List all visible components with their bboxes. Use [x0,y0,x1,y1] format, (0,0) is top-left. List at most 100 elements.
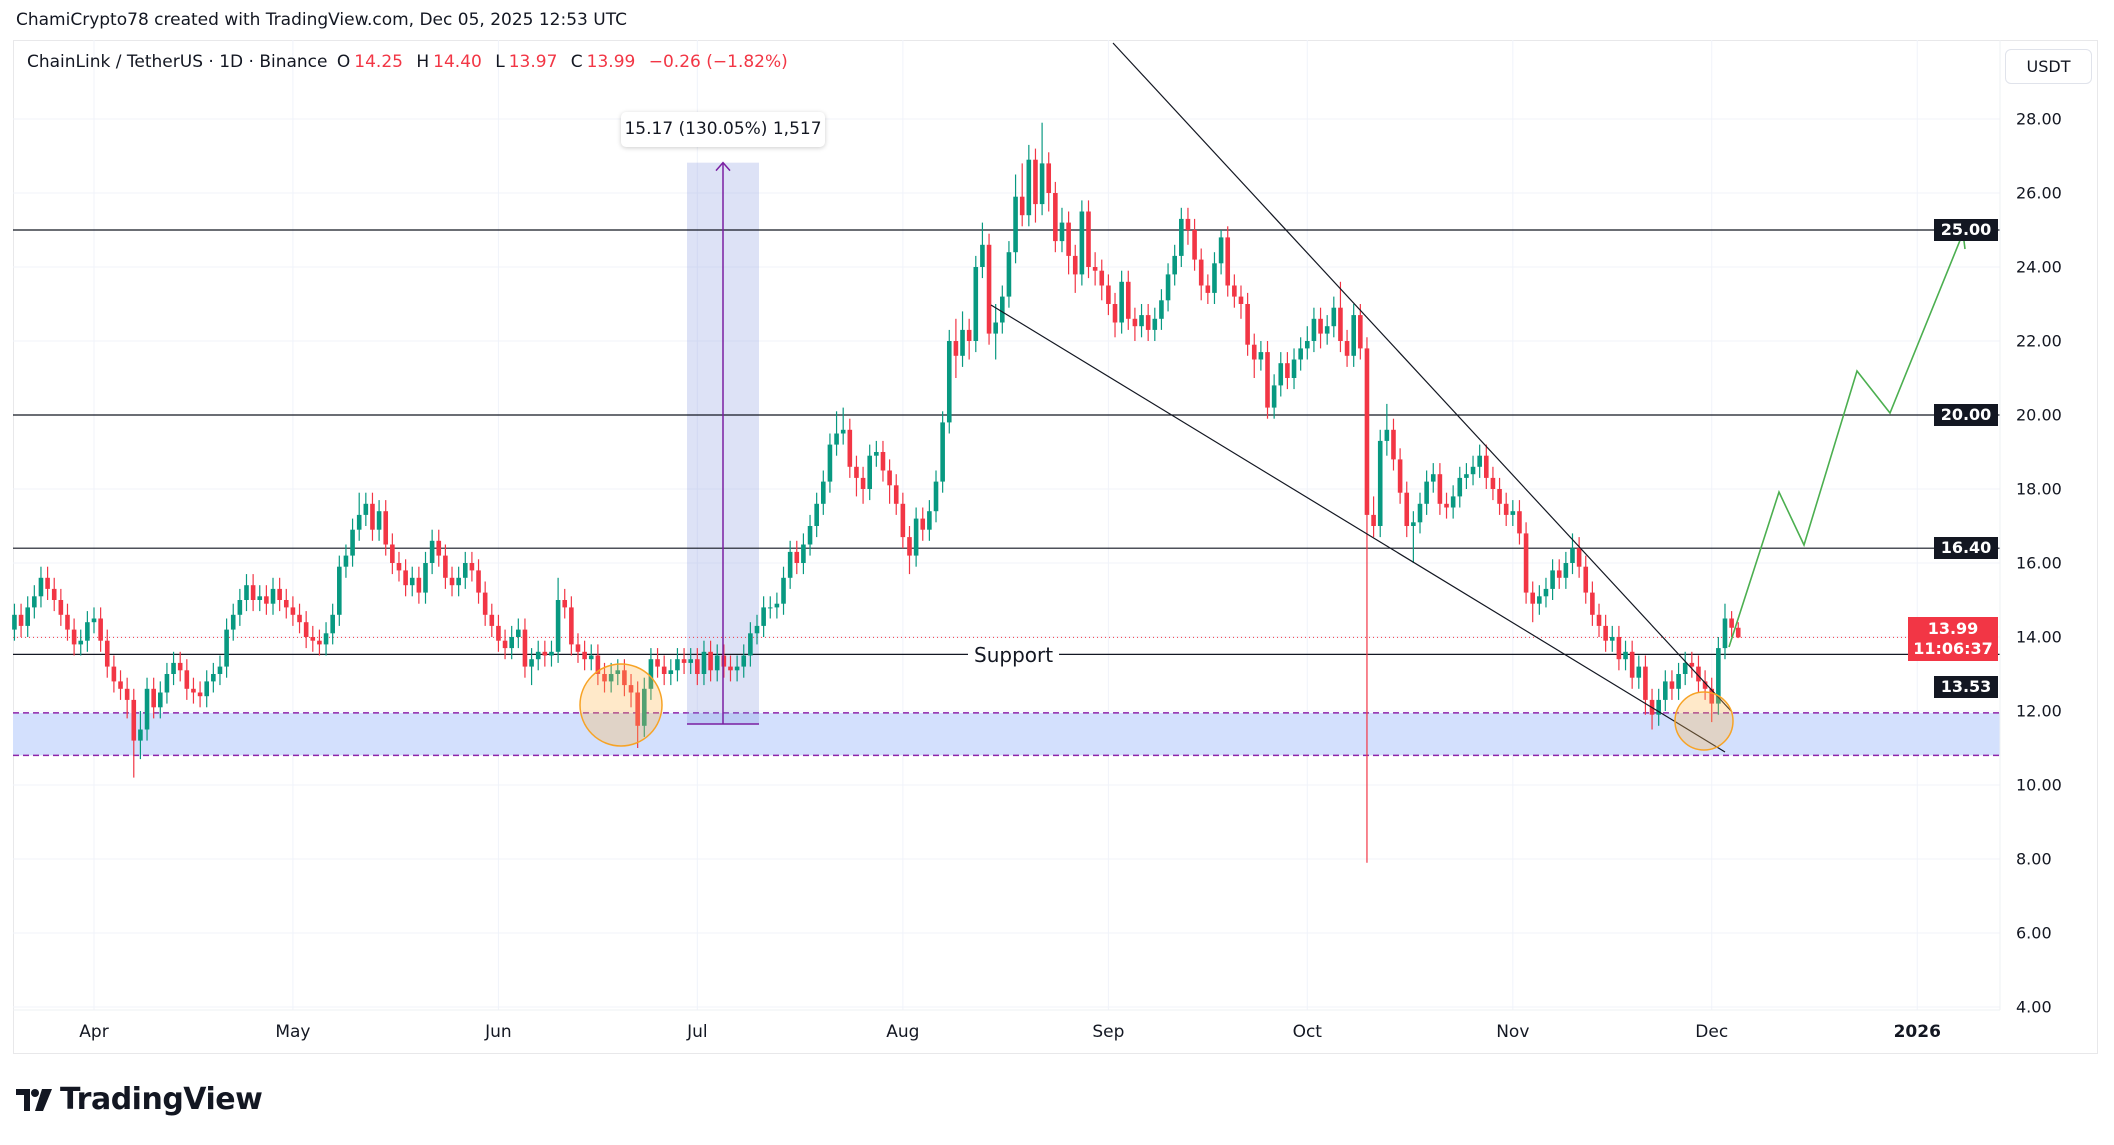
candle-body [1417,503,1423,523]
trendline-lower [990,304,1726,753]
price-tick: 16.00 [2016,553,2062,573]
candle-body [1464,474,1469,478]
candle [423,551,428,604]
candle-body [184,670,190,689]
highlight-circle-december [1674,691,1734,751]
candle-body [1543,588,1549,597]
candle-body [913,518,919,556]
candle-body [847,429,853,467]
candle [834,411,839,456]
candle-body [933,481,939,512]
candle [1470,455,1476,486]
candle [781,566,786,615]
candle-body [1232,285,1237,297]
candle [582,640,587,671]
candle [874,440,879,467]
candle [1298,337,1303,371]
candle [1112,292,1118,338]
candle [283,588,289,619]
candle-body [1165,274,1171,301]
candle-body [1689,662,1695,667]
price-tick: 14.00 [2016,627,2062,647]
candle [1059,207,1065,253]
candle [522,618,528,678]
candle-body [1278,363,1284,386]
candle [1696,655,1701,693]
candle-body [197,692,203,697]
candle [1072,244,1078,293]
candle-body [1596,614,1602,626]
candle [12,603,17,641]
candle [1583,555,1589,604]
candle [1689,651,1695,678]
symbol-legend: ChainLink / TetherUS · 1D · Binance O 14.… [27,52,792,72]
candle-body [1609,637,1615,641]
open-value: 14.25 [354,52,403,72]
candle-body [91,618,97,623]
candle-body [535,651,541,660]
candle [171,651,176,686]
candle-body [1663,681,1668,700]
candle [58,588,64,626]
candle [774,592,780,619]
candle [237,588,243,626]
candle [1364,337,1370,863]
candle-body [164,674,170,693]
candle-body [588,655,594,660]
candle [496,614,501,652]
candle-body [1702,681,1708,689]
candle-body [774,603,780,608]
candle-body [244,585,249,600]
candle [734,655,740,682]
candle-body [250,585,256,600]
candle-body [257,596,263,600]
candle [1358,304,1363,360]
candle [1530,581,1536,623]
candle-body [695,659,700,674]
candle [1079,200,1085,286]
candle [1702,670,1708,700]
candle-body [217,666,223,674]
candle-body [1338,307,1343,341]
candle [675,648,680,682]
candle [197,681,203,708]
tradingview-logo[interactable]: TradingView [16,1082,263,1117]
candle [721,644,727,678]
candle [250,574,256,612]
candle-body [827,444,833,482]
candle-body [1344,341,1350,356]
candle [211,662,216,693]
candle [549,640,554,667]
candle-body [1285,363,1290,378]
candle [1682,651,1688,686]
candle-body [1437,474,1443,504]
gridlines [13,40,2000,1010]
candle [177,651,183,682]
candle-body [177,662,183,671]
candle [350,518,355,567]
candle-body [1470,466,1476,475]
candle [1636,655,1642,689]
candle [91,607,97,634]
candle-body [423,563,428,593]
candle [1457,466,1463,508]
currency-button[interactable]: USDT [2005,49,2092,84]
candle-body [191,688,196,693]
candle-body [522,629,528,667]
candle-body [1145,315,1151,330]
candle [482,581,488,626]
candle [416,566,422,604]
candle [920,507,926,541]
candle-body [171,662,176,674]
candle [1663,670,1668,711]
candle-body [124,688,130,700]
candle-body [681,659,687,663]
candle-body [1377,440,1383,526]
candle-body [1603,625,1608,641]
candle-body [1112,304,1118,323]
candle-body [595,655,601,674]
candle-body [1139,315,1144,327]
close-value: 13.99 [586,52,636,72]
candle-body [927,511,932,530]
